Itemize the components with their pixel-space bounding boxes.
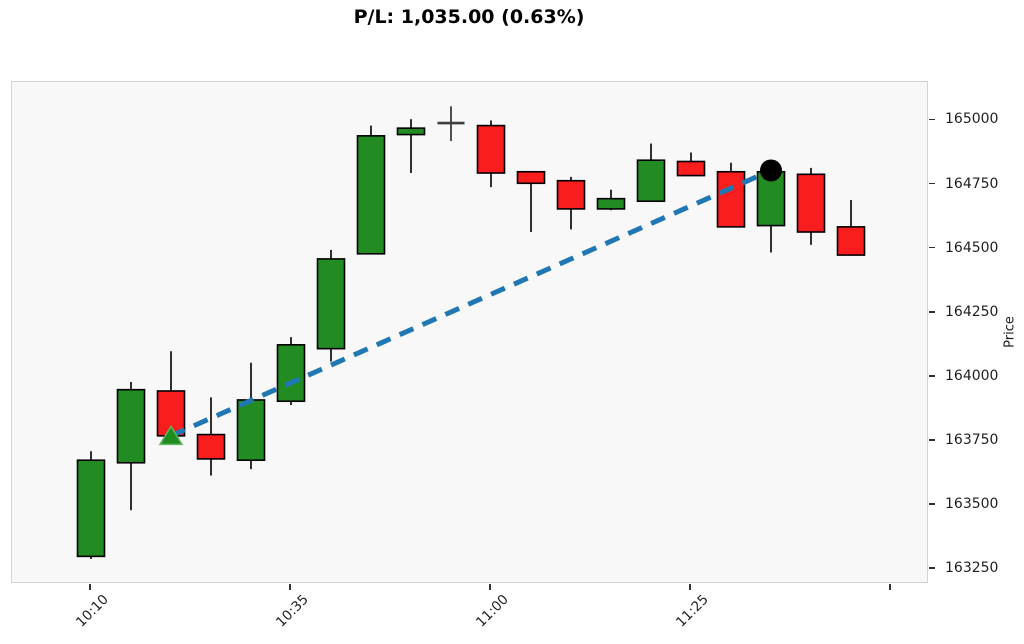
x-tick — [689, 584, 691, 590]
chart-canvas — [76, 106, 866, 559]
candle-body — [76, 459, 106, 558]
y-tick — [929, 118, 935, 121]
trade-trend-line — [169, 168, 773, 439]
candle-body — [236, 399, 266, 462]
plot-area — [11, 81, 928, 583]
exit-marker-dot — [760, 159, 782, 182]
candle-body — [836, 226, 866, 256]
y-tick-label: 164250 — [945, 303, 999, 320]
candle-body — [316, 258, 346, 350]
y-tick-label: 164000 — [945, 367, 999, 384]
candle-body — [356, 135, 386, 255]
entry-marker-triangle — [158, 424, 184, 446]
y-axis-label: Price — [1002, 316, 1018, 348]
candle-body — [596, 197, 626, 210]
candle-body — [516, 170, 546, 185]
candle-body — [116, 388, 146, 464]
y-tick — [929, 246, 935, 249]
x-tick-label: 10:10 — [73, 591, 112, 631]
candle-body — [636, 159, 666, 203]
candle-body — [676, 160, 706, 177]
candle-body — [796, 173, 826, 233]
x-tick-label: 11:25 — [673, 591, 712, 631]
y-tick-label: 164500 — [945, 239, 999, 256]
y-tick — [929, 182, 935, 185]
candle-body — [716, 170, 746, 228]
y-tick — [929, 439, 935, 441]
y-tick-label: 165000 — [945, 111, 999, 128]
candle-body — [396, 127, 426, 136]
y-tick — [929, 311, 935, 313]
x-tick — [889, 584, 891, 590]
x-tick-label: 10:35 — [273, 591, 312, 631]
x-tick — [89, 584, 91, 590]
y-tick-label: 163500 — [945, 496, 999, 513]
candle-body — [476, 124, 506, 174]
y-tick — [929, 567, 935, 569]
y-tick — [929, 375, 935, 377]
x-tick-label: 11:00 — [473, 591, 512, 631]
y-tick-label: 163750 — [945, 431, 999, 448]
candle-body — [276, 344, 306, 403]
chart-title: P/L: 1,035.00 (0.63%) — [353, 6, 585, 28]
y-tick — [929, 503, 935, 505]
x-tick — [289, 584, 291, 590]
candle-body — [196, 433, 226, 460]
x-tick — [489, 584, 491, 590]
y-tick-label: 164750 — [945, 175, 999, 192]
candle-body — [556, 179, 586, 210]
y-tick-label: 163250 — [945, 560, 999, 577]
